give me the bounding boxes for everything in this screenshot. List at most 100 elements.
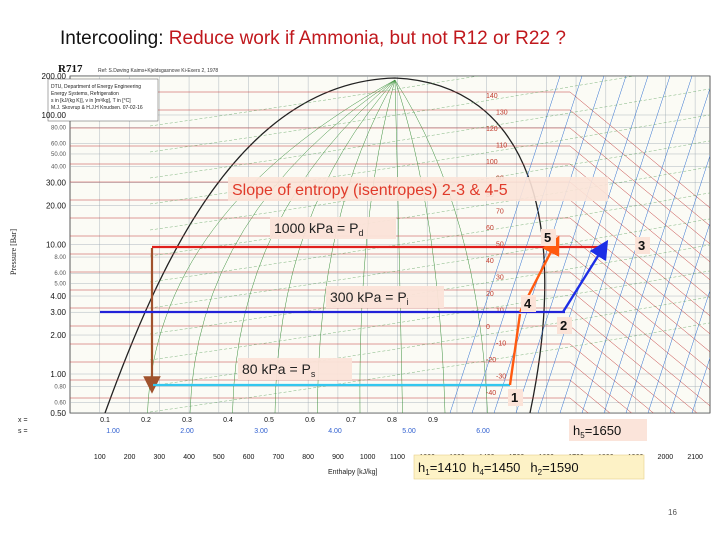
x-axis-label: Enthalpy [kJ/kg] <box>328 469 377 476</box>
svg-text:300 kPa = Pi: 300 kPa = Pi <box>330 289 409 307</box>
isotherm-label: -20 <box>486 357 496 364</box>
state-label-5: 5 <box>541 229 556 246</box>
y-tick-label: 4.00 <box>50 292 66 301</box>
entropy-label: 6.00 <box>476 428 490 435</box>
isentrope-line <box>559 76 671 413</box>
isotherm-label: -10 <box>496 341 506 348</box>
quality-line <box>147 79 396 413</box>
pi-label: 300 kPa = Pi <box>326 286 444 308</box>
isotherm-line <box>70 253 710 371</box>
isotherm-label: 30 <box>496 275 504 282</box>
isotherm-label: 0 <box>486 324 490 331</box>
x-tick-label: 700 <box>273 454 285 461</box>
volume-line <box>149 244 710 335</box>
x-tick-label: 300 <box>153 454 165 461</box>
quality-label: 0.9 <box>428 417 438 424</box>
process-1-4 <box>508 313 522 386</box>
info-box: DTU, Department of Energy Engineering En… <box>47 78 159 122</box>
volume-line <box>149 140 710 231</box>
svg-text:3: 3 <box>638 238 645 253</box>
quality-line <box>189 79 396 413</box>
isotherm-line <box>70 217 710 335</box>
y-tick-label: 200.00 <box>42 72 67 81</box>
x-tick-label: 1000 <box>360 454 376 461</box>
quality-row-label: x = <box>18 417 28 424</box>
y-tick-label: 5.00 <box>54 281 66 287</box>
entropy-label: 3.00 <box>254 428 268 435</box>
quality-label: 0.5 <box>264 417 274 424</box>
isotherm-label: 50 <box>496 242 504 249</box>
isotherm-label: 70 <box>496 209 504 216</box>
info-line: s in [kJ/(kg K)], v in [m³/kg], T in [°C… <box>51 98 131 104</box>
entropy-label: 5.00 <box>402 428 416 435</box>
entropy-label: 4.00 <box>328 428 342 435</box>
process-2-3 <box>561 239 609 313</box>
isotherm-label: 110 <box>496 143 507 150</box>
state-label-2: 2 <box>557 317 572 334</box>
y-tick-label: 3.00 <box>50 308 66 317</box>
isotherm-line <box>70 361 633 413</box>
isotherm-line <box>70 145 710 263</box>
isotherm-line <box>70 397 589 413</box>
h2-label: h <box>530 460 537 475</box>
y-axis: 200.00 100.00 30.00 20.00 10.00 4.00 3.00 2.00 1… <box>42 72 67 418</box>
y-tick-label: 10.00 <box>46 241 67 250</box>
x-tick-label: 100 <box>94 454 106 461</box>
info-line: Energy Systems, Refrigeration <box>51 91 119 97</box>
x-tick-label: 1100 <box>390 454 405 461</box>
quality-label: 0.3 <box>182 417 192 424</box>
info-line: DTU, Department of Energy Engineering <box>51 84 141 90</box>
h-values-box: h1=1410 h4=1450 h2=1590 <box>413 454 645 480</box>
entropy-row-label: s = <box>18 428 28 435</box>
y-tick-label: 20.00 <box>46 202 67 211</box>
isotherm-label: 130 <box>496 110 508 117</box>
isotherm-label: 60 <box>486 225 494 232</box>
y-tick-label: 0.50 <box>50 409 66 418</box>
volume-line <box>149 114 710 205</box>
y-tick-label: 1.00 <box>50 370 66 379</box>
quality-label: 0.8 <box>387 417 397 424</box>
h4-label: h <box>472 460 479 475</box>
h1-label: h <box>418 460 425 475</box>
volume-line <box>149 296 710 387</box>
isotherm-line <box>70 109 710 227</box>
svg-text:Slope of entropy (isentropes): Slope of entropy (isentropes) 2-3 & 4-5 <box>232 182 508 199</box>
y-tick-label: 30.00 <box>46 179 67 188</box>
y-tick-label: 40.00 <box>51 165 67 171</box>
svg-text:4: 4 <box>524 296 532 311</box>
isentrope-line <box>515 76 627 413</box>
y-tick-label: 8.00 <box>54 255 66 261</box>
quality-label: 0.2 <box>141 417 151 424</box>
isotherm-line <box>70 235 710 353</box>
volume-line <box>149 192 710 283</box>
isotherm-label: -40 <box>486 390 496 397</box>
isotherm-line <box>70 307 698 413</box>
isotherm-label: 20 <box>486 291 494 298</box>
entropy-label: 1.00 <box>106 428 120 435</box>
quality-label: 0.1 <box>100 417 110 424</box>
quality-line <box>394 79 446 413</box>
isotherm-label: 140 <box>486 93 498 100</box>
state-label-3: 3 <box>635 237 650 254</box>
isentrope-line <box>625 154 710 413</box>
volume-line <box>149 166 710 257</box>
isotherm-line <box>70 91 710 209</box>
y-tick-label: 6.00 <box>54 271 66 277</box>
slide-title-highlight: Reduce work if Ammonia, but not R12 or R… <box>168 28 566 49</box>
x-tick-label: 2000 <box>658 454 674 461</box>
quality-line <box>394 79 488 413</box>
isotherm-line <box>70 271 710 389</box>
state-label-1: 1 <box>508 389 523 406</box>
isotherm-label: -30 <box>496 374 506 381</box>
y-tick-label: 60.00 <box>51 142 67 148</box>
svg-text:80 kPa = Ps: 80 kPa = Ps <box>242 361 316 379</box>
x-tick-label: 900 <box>332 454 344 461</box>
reference-note: Ref: S.Døving Kaims+Kjeldsgasnove Ki-Exe… <box>98 68 218 74</box>
y-tick-label: 100.00 <box>42 111 67 120</box>
isotherm-label: 120 <box>486 126 498 133</box>
x-tick-label: 200 <box>124 454 136 461</box>
ph-chart: R717 Ref: S.Døving Kaims+Kjeldsgasnove K… <box>10 62 715 482</box>
entropy-slope-note: Slope of entropy (isentropes) 2-3 & 4-5 <box>228 177 608 201</box>
svg-text:h5=1650: h5=1650 <box>573 423 621 440</box>
